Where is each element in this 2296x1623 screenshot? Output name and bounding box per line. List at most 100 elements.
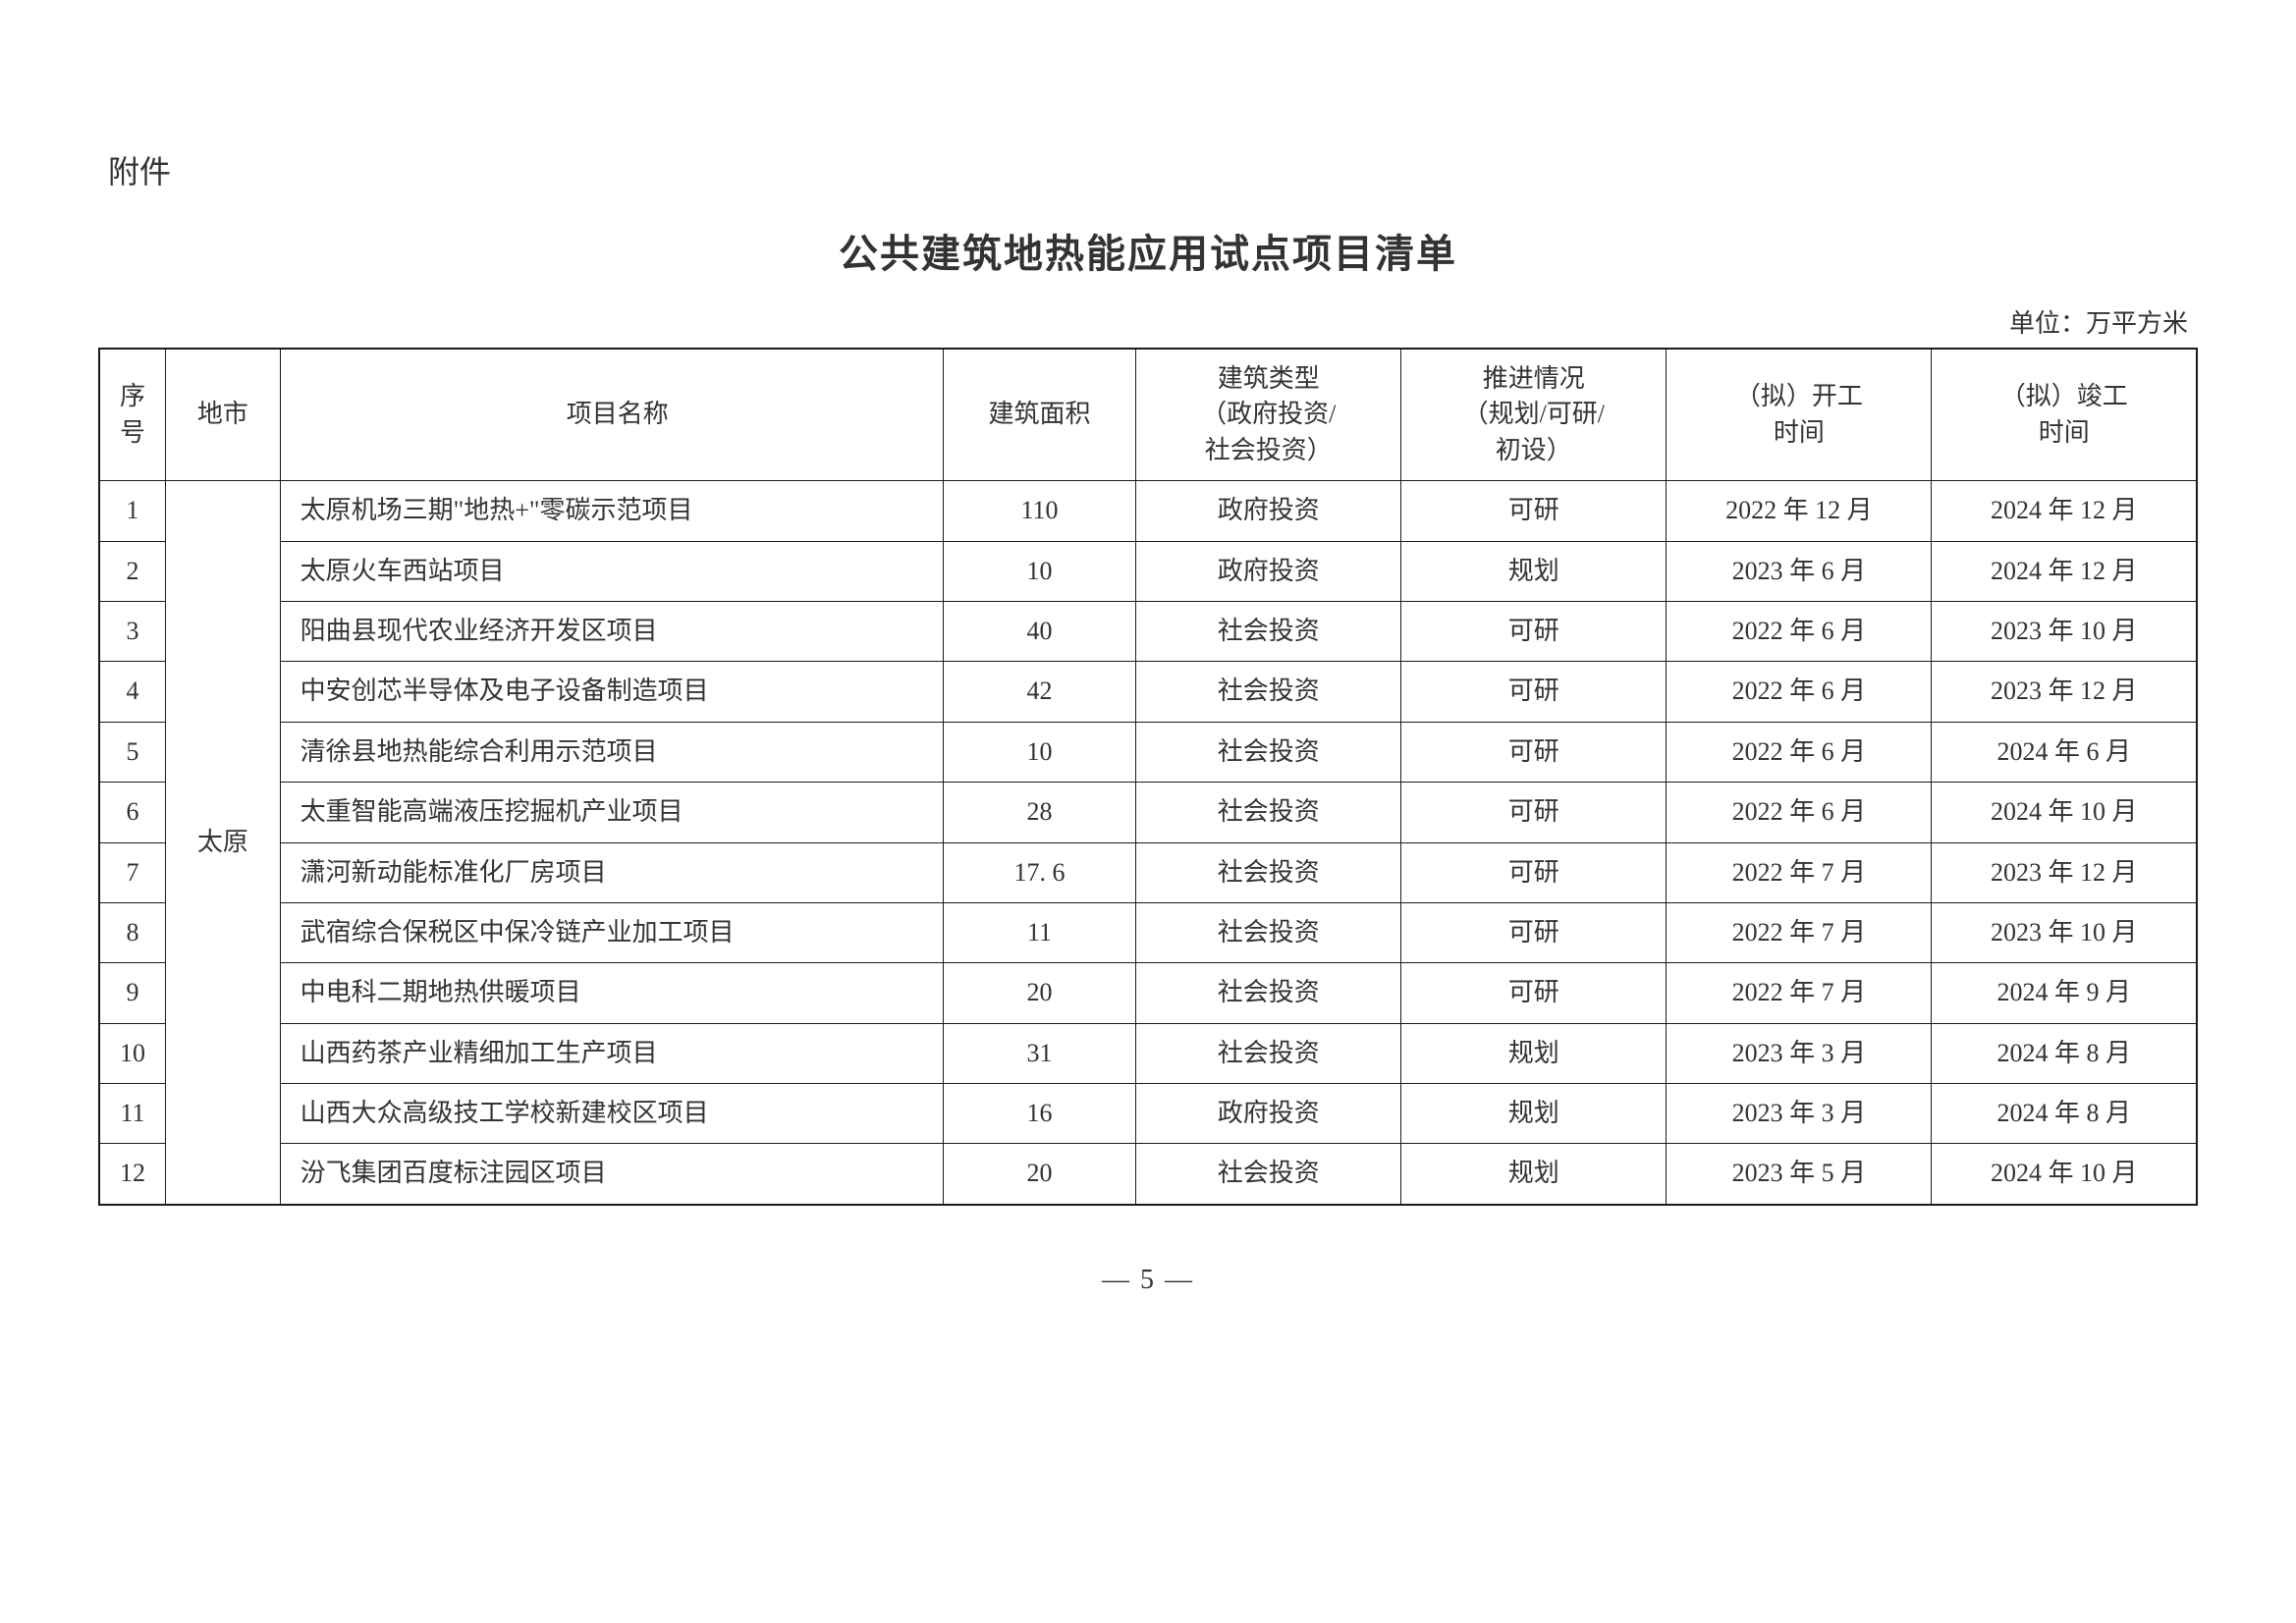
cell-end: 2023 年 12 月 xyxy=(1932,842,2197,902)
cell-name: 太重智能高端液压挖掘机产业项目 xyxy=(280,783,943,842)
cell-name: 山西大众高级技工学校新建校区项目 xyxy=(280,1084,943,1144)
cell-name: 清徐县地热能综合利用示范项目 xyxy=(280,722,943,782)
header-project-name: 项目名称 xyxy=(280,349,943,481)
header-end: （拟）竣工时间 xyxy=(1932,349,2197,481)
cell-area: 10 xyxy=(943,541,1135,601)
header-area: 建筑面积 xyxy=(943,349,1135,481)
cell-area: 20 xyxy=(943,963,1135,1023)
cell-name: 太原机场三期"地热+"零碳示范项目 xyxy=(280,481,943,541)
cell-seq: 2 xyxy=(99,541,166,601)
cell-start: 2022 年 6 月 xyxy=(1667,662,1932,722)
header-city: 地市 xyxy=(166,349,281,481)
cell-type: 社会投资 xyxy=(1136,1144,1401,1205)
cell-status: 规划 xyxy=(1401,1023,1667,1083)
cell-start: 2022 年 7 月 xyxy=(1667,842,1932,902)
cell-area: 10 xyxy=(943,722,1135,782)
document-title: 公共建筑地热能应用试点项目清单 xyxy=(98,222,2198,279)
cell-seq: 8 xyxy=(99,902,166,962)
cell-seq: 5 xyxy=(99,722,166,782)
cell-area: 28 xyxy=(943,783,1135,842)
cell-type: 社会投资 xyxy=(1136,1023,1401,1083)
cell-seq: 1 xyxy=(99,481,166,541)
cell-status: 规划 xyxy=(1401,541,1667,601)
cell-end: 2024 年 8 月 xyxy=(1932,1084,2197,1144)
cell-status: 可研 xyxy=(1401,902,1667,962)
cell-end: 2024 年 10 月 xyxy=(1932,783,2197,842)
cell-start: 2023 年 3 月 xyxy=(1667,1023,1932,1083)
cell-name: 太原火车西站项目 xyxy=(280,541,943,601)
cell-type: 政府投资 xyxy=(1136,541,1401,601)
table-body: 1 太原 太原机场三期"地热+"零碳示范项目 110 政府投资 可研 2022 … xyxy=(99,481,2197,1205)
cell-end: 2024 年 8 月 xyxy=(1932,1023,2197,1083)
cell-name: 山西药茶产业精细加工生产项目 xyxy=(280,1023,943,1083)
cell-end: 2024 年 6 月 xyxy=(1932,722,2197,782)
cell-end: 2024 年 12 月 xyxy=(1932,481,2197,541)
projects-table: 序号 地市 项目名称 建筑面积 建筑类型（政府投资/社会投资） 推进情况（规划/… xyxy=(98,348,2198,1206)
cell-seq: 3 xyxy=(99,601,166,661)
table-row: 7 潇河新动能标准化厂房项目 17. 6 社会投资 可研 2022 年 7 月 … xyxy=(99,842,2197,902)
table-row: 12 汾飞集团百度标注园区项目 20 社会投资 规划 2023 年 5 月 20… xyxy=(99,1144,2197,1205)
cell-status: 规划 xyxy=(1401,1144,1667,1205)
cell-name: 潇河新动能标准化厂房项目 xyxy=(280,842,943,902)
table-header-row: 序号 地市 项目名称 建筑面积 建筑类型（政府投资/社会投资） 推进情况（规划/… xyxy=(99,349,2197,481)
table-row: 8 武宿综合保税区中保冷链产业加工项目 11 社会投资 可研 2022 年 7 … xyxy=(99,902,2197,962)
cell-start: 2023 年 6 月 xyxy=(1667,541,1932,601)
cell-status: 规划 xyxy=(1401,1084,1667,1144)
cell-area: 16 xyxy=(943,1084,1135,1144)
cell-start: 2022 年 7 月 xyxy=(1667,902,1932,962)
header-status: 推进情况（规划/可研/初设） xyxy=(1401,349,1667,481)
table-row: 10 山西药茶产业精细加工生产项目 31 社会投资 规划 2023 年 3 月 … xyxy=(99,1023,2197,1083)
header-seq: 序号 xyxy=(99,349,166,481)
attachment-label: 附件 xyxy=(108,147,2198,192)
cell-start: 2022 年 6 月 xyxy=(1667,601,1932,661)
cell-end: 2023 年 12 月 xyxy=(1932,662,2197,722)
table-row: 2 太原火车西站项目 10 政府投资 规划 2023 年 6 月 2024 年 … xyxy=(99,541,2197,601)
cell-area: 31 xyxy=(943,1023,1135,1083)
cell-seq: 4 xyxy=(99,662,166,722)
cell-seq: 10 xyxy=(99,1023,166,1083)
cell-start: 2022 年 6 月 xyxy=(1667,783,1932,842)
cell-area: 40 xyxy=(943,601,1135,661)
cell-start: 2022 年 12 月 xyxy=(1667,481,1932,541)
cell-name: 武宿综合保税区中保冷链产业加工项目 xyxy=(280,902,943,962)
cell-area: 20 xyxy=(943,1144,1135,1205)
cell-start: 2023 年 5 月 xyxy=(1667,1144,1932,1205)
cell-type: 社会投资 xyxy=(1136,662,1401,722)
cell-end: 2023 年 10 月 xyxy=(1932,902,2197,962)
header-type: 建筑类型（政府投资/社会投资） xyxy=(1136,349,1401,481)
cell-seq: 11 xyxy=(99,1084,166,1144)
table-row: 3 阳曲县现代农业经济开发区项目 40 社会投资 可研 2022 年 6 月 2… xyxy=(99,601,2197,661)
table-row: 11 山西大众高级技工学校新建校区项目 16 政府投资 规划 2023 年 3 … xyxy=(99,1084,2197,1144)
cell-status: 可研 xyxy=(1401,783,1667,842)
cell-type: 社会投资 xyxy=(1136,842,1401,902)
table-row: 6 太重智能高端液压挖掘机产业项目 28 社会投资 可研 2022 年 6 月 … xyxy=(99,783,2197,842)
cell-name: 汾飞集团百度标注园区项目 xyxy=(280,1144,943,1205)
cell-end: 2023 年 10 月 xyxy=(1932,601,2197,661)
cell-area: 42 xyxy=(943,662,1135,722)
page-number: — 5 — xyxy=(98,1265,2198,1296)
cell-type: 社会投资 xyxy=(1136,601,1401,661)
table-row: 9 中电科二期地热供暖项目 20 社会投资 可研 2022 年 7 月 2024… xyxy=(99,963,2197,1023)
cell-start: 2023 年 3 月 xyxy=(1667,1084,1932,1144)
cell-seq: 6 xyxy=(99,783,166,842)
cell-area: 11 xyxy=(943,902,1135,962)
cell-status: 可研 xyxy=(1401,842,1667,902)
cell-end: 2024 年 12 月 xyxy=(1932,541,2197,601)
cell-status: 可研 xyxy=(1401,722,1667,782)
table-row: 4 中安创芯半导体及电子设备制造项目 42 社会投资 可研 2022 年 6 月… xyxy=(99,662,2197,722)
cell-start: 2022 年 7 月 xyxy=(1667,963,1932,1023)
cell-status: 可研 xyxy=(1401,963,1667,1023)
cell-name: 中安创芯半导体及电子设备制造项目 xyxy=(280,662,943,722)
cell-end: 2024 年 10 月 xyxy=(1932,1144,2197,1205)
cell-seq: 9 xyxy=(99,963,166,1023)
cell-start: 2022 年 6 月 xyxy=(1667,722,1932,782)
cell-type: 政府投资 xyxy=(1136,481,1401,541)
cell-type: 社会投资 xyxy=(1136,783,1401,842)
unit-label: 单位：万平方米 xyxy=(98,303,2198,340)
cell-type: 社会投资 xyxy=(1136,902,1401,962)
cell-name: 中电科二期地热供暖项目 xyxy=(280,963,943,1023)
table-row: 5 清徐县地热能综合利用示范项目 10 社会投资 可研 2022 年 6 月 2… xyxy=(99,722,2197,782)
cell-city: 太原 xyxy=(166,481,281,1205)
table-row: 1 太原 太原机场三期"地热+"零碳示范项目 110 政府投资 可研 2022 … xyxy=(99,481,2197,541)
cell-seq: 7 xyxy=(99,842,166,902)
